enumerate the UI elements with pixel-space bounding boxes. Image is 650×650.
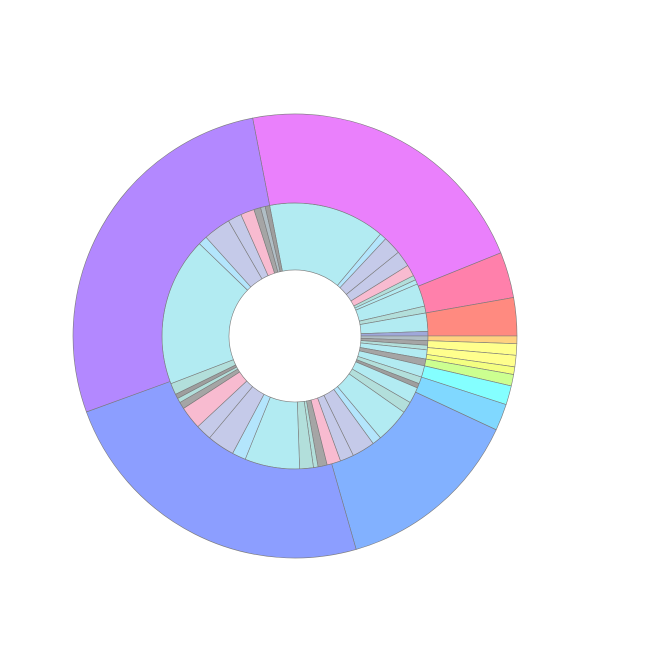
- sunburst-segment: [252, 113, 502, 287]
- sunburst-segment: [72, 117, 270, 413]
- sunburst-segment: [86, 381, 357, 559]
